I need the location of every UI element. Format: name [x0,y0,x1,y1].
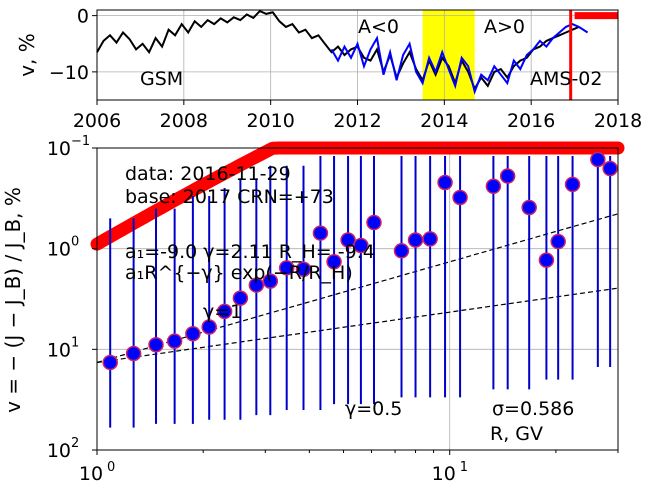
top-x-tick-label: 2012 [333,110,381,132]
top-panel: 2006 2008 2010 2012 2014 2016 2018 0 −10 GSM AM… [15,6,642,132]
top-y-ticks: 0 −10 [49,6,97,84]
bottom-y-tick-label: 10 [47,239,71,261]
x-axis-label: R, GV [490,423,543,445]
data-point [166,333,183,349]
data-point [125,345,142,362]
data-point [148,336,164,353]
fit-params-annotation: a₁=-9.0 γ=2.11 R_H= -9.4 [125,241,375,263]
top-y-tick-label: 0 [77,6,89,28]
gamma-half-label: γ=0.5 [345,398,402,420]
bottom-plot-frame [96,147,619,451]
bottom-x-tick-exponent: 0 [107,460,115,475]
bottom-y-tick-label: 10 [47,138,71,160]
a-pos-label: A>0 [484,16,525,38]
gamma-one-label: γ=1 [203,301,242,323]
data-point [538,252,555,268]
data-point [485,178,502,195]
top-x-tick-label: 2010 [246,110,294,132]
data-point [278,260,295,276]
data-point [185,325,201,342]
bottom-y-tick-label: 10 [47,339,71,361]
base-annotation: base: 2017 CRN=+73 [125,186,334,208]
data-point [216,303,233,320]
data-point [340,232,356,248]
data-point [437,174,453,191]
sigma-label: σ=0.586 [492,398,574,420]
bottom-y-tick-exponent: 2 [71,436,79,451]
series-line-ams-02 [330,23,589,95]
data-point [590,151,606,168]
top-y-tick-label: −10 [49,62,89,84]
top-x-ticks: 2006 2008 2010 2012 2014 2016 2018 [73,100,642,132]
top-x-tick-label: 2018 [594,110,642,132]
data-point [564,176,581,193]
fit-formula-annotation: a₁R^{−γ} exp(−R/R_H) [125,262,353,284]
bottom-y-axis-label: v = − (J − J_B) / J_B, % [1,187,25,413]
top-y-axis-label: v, % [15,33,39,77]
data-date-annotation: data: 2016-11-29 [125,163,291,185]
data-point [201,319,217,335]
data-point [262,273,279,289]
data-point [295,261,312,277]
data-point [312,225,329,241]
data-point [353,237,369,254]
gsm-label: GSM [140,68,183,90]
reference-lines [96,213,619,364]
top-x-tick-label: 2016 [507,110,555,132]
bottom-y-tick-exponent: 0 [71,235,79,250]
data-point [393,243,410,259]
top-x-tick-label: 2014 [420,110,468,132]
bottom-y-tick-exponent: −1 [71,134,90,149]
bottom-x-ticks: 10 0 10 1 [79,450,619,485]
bottom-y-tick-exponent: 1 [71,335,79,350]
data-point [422,231,438,247]
data-points [102,151,618,371]
reference-line-gamma-1 [96,213,619,364]
data-point [326,254,342,270]
top-x-tick-label: 2008 [160,110,208,132]
a-neg-label: A<0 [358,16,399,38]
data-point [366,214,382,231]
data-point [407,232,424,248]
top-series [96,9,589,95]
bottom-x-tick-exponent: 1 [460,460,468,475]
data-point [499,168,516,184]
bottom-y-tick-label: 10 [47,440,71,462]
error-bars [109,155,612,428]
series-line-gsm [96,9,580,92]
bottom-x-tick-label: 10 [79,463,103,485]
data-point [452,189,468,206]
ams-label: AMS-02 [530,68,602,90]
data-point [521,199,537,216]
data-point [248,277,265,293]
data-point [550,233,566,250]
data-point [102,354,118,371]
bottom-x-tick-label: 10 [432,463,456,485]
top-x-tick-label: 2006 [73,110,121,132]
data-point [602,160,618,177]
data-point [232,290,249,306]
a-neg-to-pos-highlight [422,10,475,100]
